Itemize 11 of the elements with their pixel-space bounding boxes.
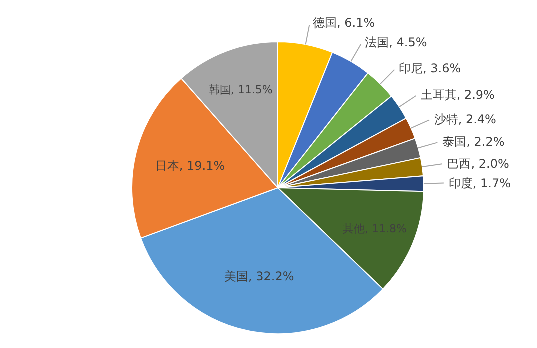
slice-label: 巴西, 2.0%	[447, 156, 510, 171]
slice-label: 韩国, 11.5%	[208, 84, 273, 97]
slice-label: 德国, 6.1%	[313, 16, 376, 30]
slice-label: 泰国, 2.2%	[442, 135, 505, 150]
slice-label: 日本, 19.1%	[155, 158, 226, 173]
slice-label: 土耳其, 2.9%	[420, 88, 495, 102]
slice-label: 法国, 4.5%	[365, 36, 428, 50]
slice-label: 美国, 32.2%	[224, 270, 294, 284]
slice-label: 印尼, 3.6%	[399, 61, 462, 76]
slice-label: 印度, 1.7%	[448, 176, 512, 190]
slice-label: 沙特, 2.4%	[434, 112, 496, 126]
